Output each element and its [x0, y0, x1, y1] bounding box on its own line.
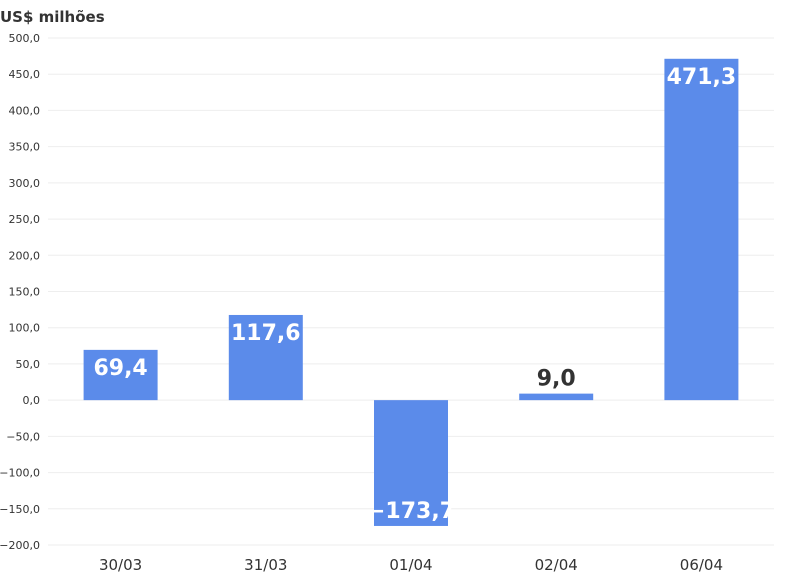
y-tick-label: 100,0 [9, 322, 41, 335]
data-label: −173,7 [367, 499, 455, 524]
data-label: 9,0 [537, 367, 576, 392]
x-tick-label: 31/03 [244, 556, 287, 574]
data-label: 117,6 [231, 321, 301, 346]
y-tick-label: 500,0 [9, 32, 41, 45]
y-tick-label: 150,0 [9, 286, 41, 299]
y-tick-label: −100,0 [0, 467, 40, 480]
x-tick-label: 02/04 [535, 556, 578, 574]
data-label: 69,4 [93, 356, 147, 381]
y-tick-label: −200,0 [0, 539, 40, 552]
y-tick-label: 400,0 [9, 104, 41, 117]
x-tick-label: 06/04 [680, 556, 723, 574]
y-tick-label: 300,0 [9, 177, 41, 190]
bar [374, 400, 448, 526]
y-tick-label: 250,0 [9, 213, 41, 226]
y-tick-label: 50,0 [16, 358, 41, 371]
y-tick-label: 450,0 [9, 68, 41, 81]
bar [519, 393, 594, 401]
bar [664, 58, 739, 401]
y-tick-label: −50,0 [6, 430, 40, 443]
x-tick-label: 01/04 [389, 556, 432, 574]
y-tick-label: 200,0 [9, 249, 41, 262]
y-axis-unit-label: US$ milhões [0, 8, 105, 26]
bar [228, 314, 303, 401]
y-tick-label: 350,0 [9, 141, 41, 154]
data-label: 471,3 [667, 65, 737, 90]
y-tick-label: −150,0 [0, 503, 40, 516]
bar [83, 349, 158, 401]
y-tick-label: 0,0 [23, 394, 41, 407]
x-tick-label: 30/03 [99, 556, 142, 574]
